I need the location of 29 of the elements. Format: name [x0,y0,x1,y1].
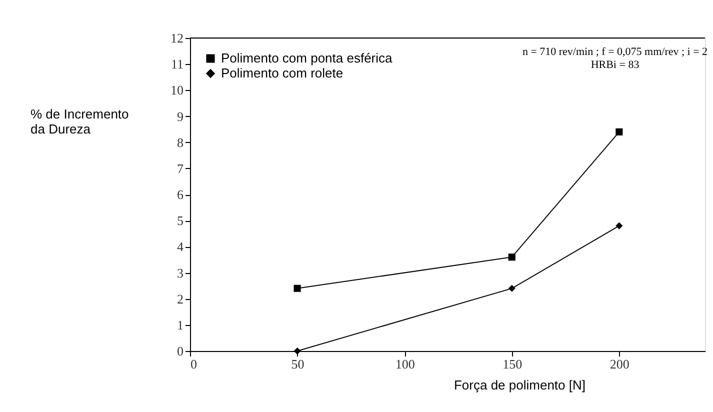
point [294,284,301,292]
x-axis-title: Força de polimento [N] [454,378,586,392]
x-tick-label: 0 [190,356,197,372]
legend-label: Polimento com ponta esférica [221,50,394,66]
y-tick-label: 1 [177,317,184,332]
y-tick-label: 3 [177,265,184,280]
y-tick-label: 7 [177,160,184,176]
annotation: n = 710 rev/min ; f = 0,075 mm/rev ; i = 2 [522,46,708,58]
y-tick-label: 10 [170,82,184,98]
point [616,128,623,136]
y-tick-label: 5 [177,213,184,228]
y-tick-label: 0 [177,344,184,358]
y-tick-label: 6 [177,187,184,202]
y-tick-label: 8 [177,134,184,150]
y-tick-label: 12 [170,30,184,46]
x-tick-label: 50 [291,356,304,372]
annotation: HRBi = 83 [590,59,640,71]
y-tick-label: 4 [177,239,184,254]
x-tick-label: 100 [395,356,415,372]
legend-label: Polimento com rolete [221,66,344,80]
y-tick-label: 9 [177,108,184,124]
point [616,222,623,230]
point [508,254,516,261]
y-tick-label: 2 [177,291,184,306]
y-axis-title: % de Incremento da Dureza [30,106,129,136]
x-tick-label: 200 [610,356,630,372]
x-tick-label: 150 [502,356,522,372]
point [508,284,516,292]
y-tick-label: 11 [170,56,184,72]
